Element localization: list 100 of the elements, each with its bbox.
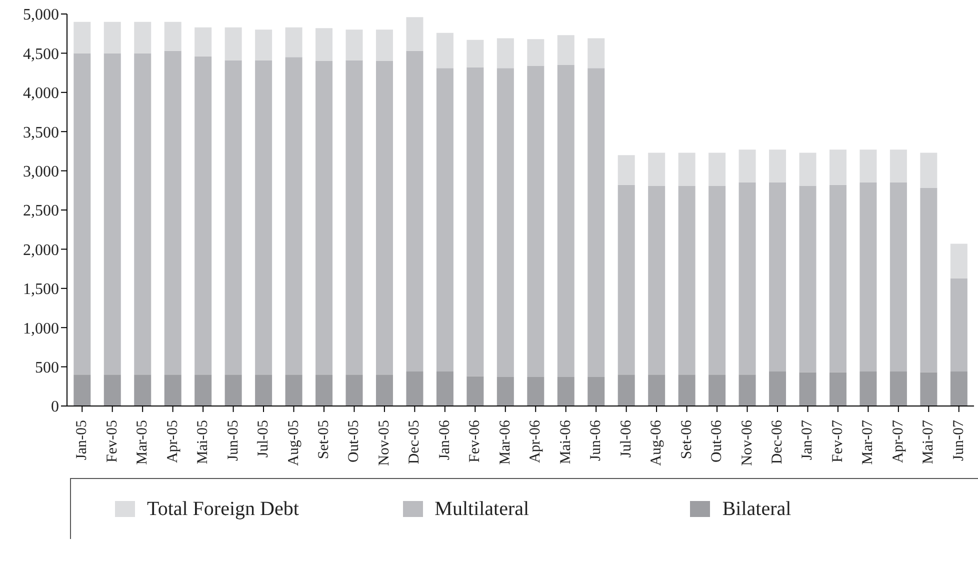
x-tick-label: Set-06: [678, 420, 695, 460]
bar: [104, 53, 121, 375]
bar: [829, 184, 846, 372]
x-tick-label: Dec-05: [406, 420, 423, 464]
bar: [104, 22, 121, 54]
bar: [557, 64, 574, 377]
y-tick-label: 0: [51, 398, 59, 416]
bar: [890, 372, 907, 406]
y-tick-label: 1,000: [23, 320, 59, 338]
bar: [829, 372, 846, 406]
bar: [376, 374, 393, 406]
bar: [769, 150, 786, 183]
bar: [890, 182, 907, 372]
x-tick-label: Dec-06: [769, 420, 786, 464]
y-tick-label: 3,000: [23, 163, 59, 180]
y-tick-label: 2,500: [23, 202, 59, 220]
bar: [618, 184, 635, 375]
bar: [104, 374, 121, 406]
legend-label: Total Foreign Debt: [147, 498, 299, 520]
bar: [527, 39, 544, 66]
x-tick-label: Out-06: [709, 420, 726, 462]
bar: [224, 60, 242, 375]
x-tick-label: Nov-05: [376, 420, 392, 466]
x-tick-label: Jan-06: [436, 420, 453, 460]
x-tick-label: Aug-06: [648, 420, 665, 466]
bar: [557, 35, 574, 65]
y-tick-label: 500: [35, 359, 59, 376]
bar: [194, 374, 212, 406]
y-tick-label: 5,000: [23, 6, 59, 24]
bar: [164, 374, 182, 406]
x-tick-label: Apr-07: [890, 420, 906, 464]
bar: [346, 60, 363, 375]
bar: [164, 50, 182, 375]
x-tick-label: Nov-06: [739, 420, 756, 466]
bar: [466, 67, 484, 376]
y-tick-label: 2,000: [23, 242, 59, 259]
bar: [316, 28, 333, 62]
bar: [527, 376, 544, 406]
x-tick-label: Fev-06: [467, 420, 484, 462]
bar: [255, 30, 272, 60]
bar: [224, 374, 242, 406]
bar: [860, 182, 877, 372]
x-tick-label: Out-05: [346, 420, 362, 462]
bar: [708, 152, 726, 186]
bar: [346, 30, 363, 60]
bar: [496, 376, 514, 406]
bar: [829, 150, 846, 185]
x-tick-label: Jan-05: [74, 420, 90, 460]
y-tick-label: 1,500: [23, 281, 59, 298]
bar: [920, 188, 938, 372]
bar: [376, 30, 393, 62]
bar: [527, 66, 544, 377]
bar: [346, 374, 363, 406]
x-tick-label: Set-05: [316, 420, 332, 460]
bar: [799, 152, 816, 186]
bar: [376, 61, 393, 375]
bar: [436, 32, 454, 68]
bar: [496, 68, 514, 377]
x-tick-label: Mar-07: [860, 420, 876, 465]
bar: [618, 374, 635, 406]
bar: [708, 374, 726, 406]
bar: [618, 155, 635, 185]
x-tick-label: Jul-05: [256, 420, 272, 458]
bar: [890, 150, 907, 183]
bar: [74, 53, 91, 375]
y-tick-label: 4,500: [23, 46, 59, 63]
bar: [436, 68, 454, 372]
x-tick-label: Jun-05: [225, 420, 242, 461]
bar: [134, 374, 152, 406]
x-tick-label: Fev-05: [104, 420, 120, 462]
x-tick-label: Apr-05: [164, 420, 181, 464]
bar: [194, 27, 212, 56]
bar: [588, 38, 605, 68]
bar: [769, 372, 786, 406]
x-tick-label: Mai-05: [195, 420, 212, 464]
legend-label: Multilateral: [434, 498, 530, 520]
bar: [678, 186, 696, 375]
bar: [950, 278, 968, 372]
bar: [950, 372, 968, 406]
x-tick-label: Jul-06: [618, 420, 634, 458]
y-tick-label: 3,500: [23, 124, 59, 142]
bar: [860, 150, 877, 183]
bar: [316, 61, 333, 375]
bar: [920, 372, 938, 406]
bar: [164, 22, 182, 51]
bar: [255, 374, 272, 406]
bar: [406, 50, 424, 372]
bar: [648, 374, 666, 406]
bar: [436, 372, 454, 406]
bar: [134, 22, 152, 54]
bar: [406, 17, 424, 51]
bar: [466, 40, 484, 68]
bar: [255, 60, 272, 375]
bar: [316, 374, 333, 406]
x-tick-label: Jun-06: [588, 420, 604, 461]
bar: [285, 57, 302, 375]
y-tick-label: 4,000: [23, 85, 59, 102]
x-tick-label: Apr-06: [528, 420, 544, 464]
bar: [678, 374, 696, 406]
bar: [557, 376, 574, 406]
